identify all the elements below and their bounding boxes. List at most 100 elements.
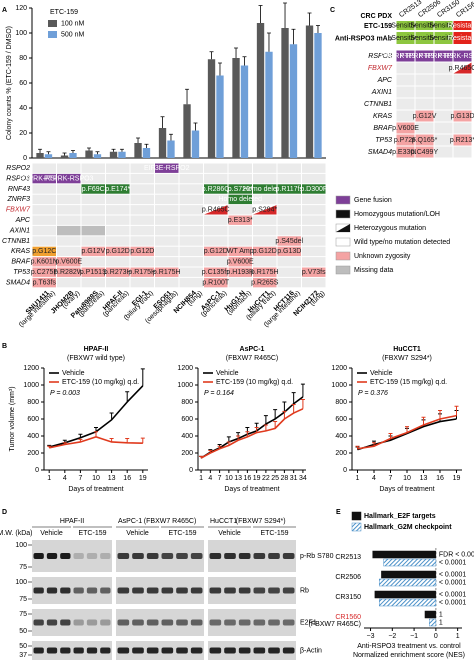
x-tick-label: 16 [243, 475, 251, 482]
error-bar [140, 368, 145, 386]
mutation-cell [155, 163, 179, 173]
status-label: Resistant [448, 35, 474, 42]
status-cell [415, 21, 434, 30]
error-bar [193, 122, 198, 131]
error-bar [263, 424, 268, 431]
mutation-label: p.P151S [80, 269, 107, 276]
gene-label: APC [377, 77, 393, 84]
grid-cell [32, 163, 56, 173]
grid-cell [302, 215, 326, 225]
mutation-cell [130, 267, 154, 277]
grid-cell [81, 173, 105, 184]
grid-cell [302, 277, 326, 288]
blot-band [46, 619, 58, 626]
bar [183, 104, 191, 158]
chart-subtitle: (FBXW7 wild type) [67, 355, 125, 362]
grid-cell [155, 205, 179, 215]
blot-bg [208, 540, 296, 572]
grid-cell [179, 267, 203, 277]
mutation-label: PTPRK-RSPO3 [20, 175, 70, 182]
error-bar [111, 148, 116, 152]
blot-bg [32, 609, 112, 636]
mutation-cell [32, 257, 56, 267]
bar [240, 65, 249, 158]
blot-band [190, 587, 203, 594]
category-note: (FBXW7 R465C) [308, 621, 361, 628]
blot-band [117, 587, 130, 594]
error-bar [38, 148, 43, 153]
mutation-label: p.E174* [105, 186, 130, 193]
grid-cell [179, 277, 203, 288]
blot-band [176, 647, 188, 654]
bar [314, 33, 322, 158]
blot-band [86, 587, 98, 594]
grid-cell [81, 257, 105, 267]
bar [142, 148, 151, 158]
y-tick-label: 1000 [177, 382, 193, 389]
grid-cell [277, 215, 301, 225]
grid-cell [204, 257, 228, 267]
blot-band [161, 619, 174, 626]
blot-band [224, 553, 236, 559]
grid-cell [434, 98, 453, 110]
mutation-cell [253, 184, 277, 194]
grid-cell [228, 163, 252, 173]
mutation-label: p.G12D [130, 248, 154, 255]
status-cell [396, 32, 415, 44]
legend-label: ETC-159 (10 mg/kg) q.d. [62, 379, 139, 386]
category-label: CR3150 [335, 594, 361, 601]
y-tick-label: 1000 [331, 382, 347, 389]
mutation-cell [32, 277, 56, 288]
mutation-label: p.D300F [300, 186, 327, 193]
legend-label: Vehicle [216, 370, 239, 377]
error-bar [217, 62, 222, 76]
blot-bg [116, 609, 204, 636]
gene-label: TP53 [375, 137, 392, 144]
line [200, 408, 304, 459]
grid-cell [81, 277, 105, 288]
y-tick-label: 400 [27, 433, 39, 440]
bar [207, 59, 216, 158]
y-axis-label: Colony counts % (ETC-159 / DMSO) [6, 26, 13, 140]
grid-cell [453, 98, 472, 110]
fdr-label: < 0.0001 [439, 599, 467, 606]
x-tick-label: 19 [453, 475, 461, 482]
blot-band [86, 647, 98, 654]
grid-cell [106, 225, 130, 236]
grid-cell [130, 277, 154, 288]
mutation-label: p.G12V [413, 113, 437, 120]
legend-label: 500 nM [61, 31, 85, 38]
y-tick-label: 200 [27, 450, 39, 457]
grid-cell [277, 225, 301, 236]
y-tick-label: 400 [335, 433, 347, 440]
gene-label: CTNNB1 [364, 101, 392, 108]
grid-cell [434, 146, 453, 158]
panel-letter: D [2, 509, 7, 516]
mw-label: 75 [19, 564, 27, 571]
grid-cell [453, 146, 472, 158]
mutation-label: p.H193R [226, 269, 254, 276]
legend-swatch [351, 522, 362, 532]
blot-band [60, 553, 71, 559]
mutation-cell [453, 50, 472, 62]
grid-cell [155, 215, 179, 225]
gene-label: KRAS [373, 113, 392, 120]
grid-cell [434, 110, 453, 122]
mutation-label: p.R265S [251, 279, 279, 286]
y-tick-label: 600 [335, 416, 347, 423]
condition-label: Vehicle [40, 530, 63, 537]
mutation-cell [228, 246, 252, 257]
x-tick-label: 13 [108, 475, 116, 482]
x-tick-label: 34 [299, 475, 307, 482]
grid-cell [434, 62, 453, 74]
x-tick-label: 10 [92, 475, 100, 482]
legend-swatch [336, 224, 350, 232]
grid-cell [130, 236, 154, 246]
grid-cell [130, 173, 154, 184]
grid-cell [228, 225, 252, 236]
mutation-cell [57, 267, 81, 277]
panel-letter: A [2, 7, 7, 14]
blot-band [100, 619, 111, 626]
grid-cell [302, 246, 326, 257]
legend-label: Gene fusion [354, 197, 392, 204]
